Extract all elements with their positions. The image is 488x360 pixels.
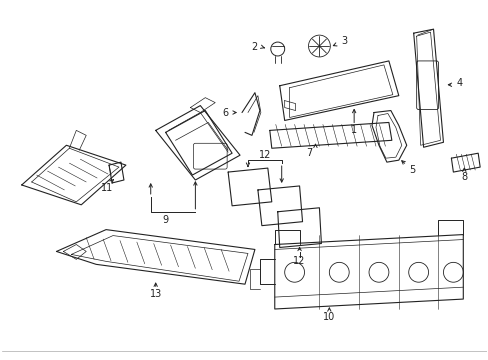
Text: 1: 1 [350, 125, 356, 135]
Text: 4: 4 [455, 78, 462, 88]
Text: 8: 8 [460, 172, 467, 182]
Text: 7: 7 [306, 148, 312, 158]
Text: 6: 6 [222, 108, 228, 117]
Text: 13: 13 [149, 289, 162, 299]
Text: 12: 12 [293, 256, 305, 266]
Text: 3: 3 [341, 36, 346, 46]
Text: 12: 12 [258, 150, 270, 160]
Text: 9: 9 [162, 215, 168, 225]
Text: 10: 10 [323, 312, 335, 322]
Text: 11: 11 [101, 183, 113, 193]
Text: 5: 5 [408, 165, 414, 175]
Text: 2: 2 [251, 42, 257, 52]
